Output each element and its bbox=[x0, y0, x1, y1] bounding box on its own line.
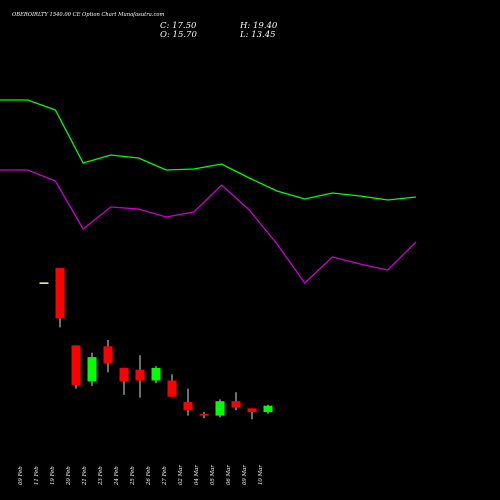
indicator-line-1 bbox=[0, 99, 417, 201]
x-tick-label: 20 Feb bbox=[66, 466, 72, 486]
candle-body bbox=[103, 346, 113, 364]
x-tick-label: 11 Feb bbox=[34, 466, 40, 485]
candle-body bbox=[87, 357, 97, 382]
candle-body bbox=[231, 401, 241, 408]
x-tick-label: 24 Feb bbox=[114, 466, 120, 486]
candle-body bbox=[247, 408, 257, 412]
candle-body bbox=[71, 345, 81, 385]
x-tick-label: 25 Feb bbox=[130, 466, 136, 486]
high-value: H: 19.40 bbox=[239, 21, 278, 31]
x-tick-label: 23 Feb bbox=[98, 466, 104, 486]
x-tick-label: 05 Mar bbox=[210, 465, 216, 485]
candle-body bbox=[167, 380, 177, 397]
x-tick-label: 09 Mar bbox=[242, 465, 248, 485]
candle-body bbox=[263, 405, 273, 412]
x-axis-labels: 09 Feb 11 Feb 19 Feb 20 Feb 21 Feb 23 Feb 24 F… bbox=[18, 465, 264, 486]
candle-body bbox=[151, 367, 161, 381]
indicator-line-2 bbox=[0, 169, 417, 284]
chart-title: OBEROIRLTY 1540.00 CE Option Chart Munaf… bbox=[12, 12, 165, 18]
x-tick-label: 21 Feb bbox=[82, 466, 88, 486]
candle-body bbox=[183, 402, 193, 411]
candle-body bbox=[55, 268, 65, 319]
x-tick-label: 27 Feb bbox=[162, 466, 168, 486]
indicator-lines bbox=[0, 99, 417, 284]
x-tick-label: 04 Mar bbox=[194, 465, 200, 485]
open-value: O: 15.70 bbox=[160, 30, 197, 40]
candle-body bbox=[199, 413, 209, 416]
candle-body bbox=[39, 282, 49, 284]
x-tick-label: 19 Feb bbox=[50, 466, 56, 485]
low-value: L: 13.45 bbox=[239, 30, 276, 40]
candle-body bbox=[215, 401, 225, 416]
candle-body bbox=[119, 367, 129, 382]
x-tick-label: 26 Feb bbox=[146, 466, 152, 486]
x-tick-label: 09 Feb bbox=[18, 466, 24, 485]
candle-body bbox=[135, 369, 145, 381]
close-value: C: 17.50 bbox=[160, 21, 197, 31]
candlesticks bbox=[39, 268, 273, 420]
x-tick-label: 02 Mar bbox=[178, 465, 184, 485]
x-tick-label: 06 Mar bbox=[226, 465, 232, 485]
x-tick-label: 10 Mar bbox=[258, 465, 264, 485]
